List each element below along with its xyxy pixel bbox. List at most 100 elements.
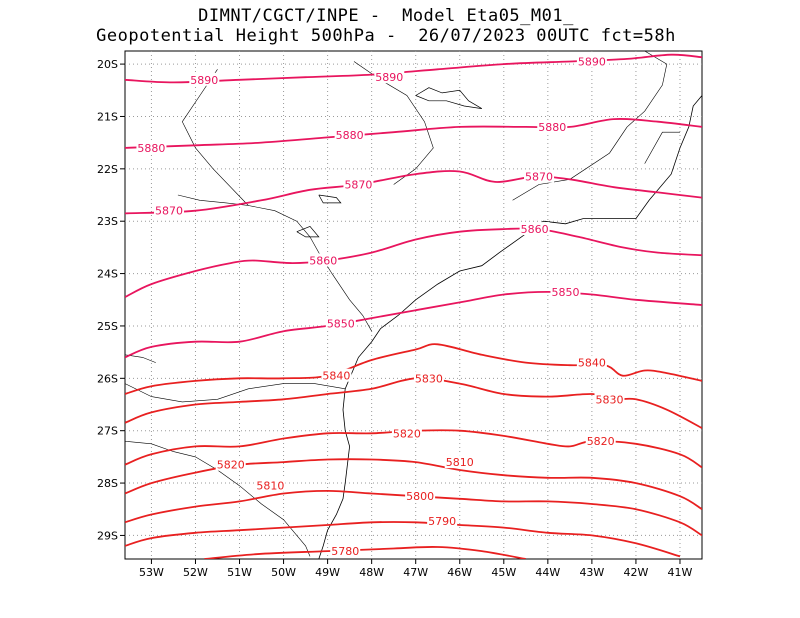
- contour-label: 5860: [521, 223, 549, 236]
- contour-5780: [204, 545, 526, 559]
- state-border: [181, 69, 249, 206]
- contour-5850: [125, 290, 702, 359]
- contour-label-bg: [550, 284, 581, 298]
- contour-lines: [125, 53, 702, 559]
- contour-label-bg: [321, 368, 352, 382]
- contour-label-bg: [427, 513, 458, 527]
- lon-tick-label: 51W: [227, 566, 252, 579]
- contour-label: 5790: [428, 515, 456, 528]
- lon-tick-label: 46W: [447, 566, 472, 579]
- contour-label: 5830: [596, 393, 624, 406]
- contour-label: 5870: [525, 171, 553, 184]
- contour-label: 5870: [344, 179, 372, 192]
- contour-label: 5830: [415, 372, 443, 385]
- contour-label: 5820: [587, 435, 615, 448]
- contour-label-bg: [154, 203, 185, 217]
- chart-title-line1: DIMNT/CGCT/INPE - Model Eta05_M01_: [198, 6, 574, 26]
- state-border: [644, 131, 680, 164]
- contour-label-bg: [524, 169, 555, 183]
- contour-label: 5880: [137, 142, 165, 155]
- lon-tick-label: 41W: [668, 566, 693, 579]
- contour-label-bg: [444, 455, 475, 469]
- contour-label: 5780: [331, 545, 359, 558]
- lon-tick-label: 48W: [359, 566, 384, 579]
- lon-tick-label: 52W: [183, 566, 208, 579]
- contour-label: 5810: [446, 456, 474, 469]
- contour-label: 5880: [336, 129, 364, 142]
- lon-tick-label: 49W: [315, 566, 340, 579]
- contour-label-bg: [576, 355, 607, 369]
- contour-5890: [125, 53, 702, 84]
- lon-tick-label: 43W: [579, 566, 604, 579]
- contour-label-bg: [334, 127, 365, 141]
- lon-tick-label: 47W: [403, 566, 428, 579]
- contour-label: 5860: [309, 254, 337, 267]
- contour-label-bg: [519, 222, 550, 236]
- lon-tick-label: 44W: [535, 566, 560, 579]
- lon-tick-label: 45W: [491, 566, 516, 579]
- contour-5840: [125, 343, 702, 395]
- lat-tick-label: 23S: [97, 215, 118, 228]
- lat-tick-label: 28S: [97, 477, 118, 490]
- lat-tick-label: 24S: [97, 268, 118, 281]
- reservoir: [296, 225, 320, 238]
- lat-tick-label: 20S: [97, 58, 118, 71]
- reservoir: [318, 194, 342, 204]
- contour-label-bg: [594, 392, 625, 406]
- contour-label: 5840: [322, 370, 350, 383]
- state-border: [125, 440, 311, 557]
- reservoir: [415, 87, 482, 109]
- contour-label: 5870: [155, 205, 183, 218]
- contour-label: 5850: [551, 286, 579, 299]
- lat-tick-label: 26S: [97, 372, 118, 385]
- contour-label-bg: [215, 457, 246, 471]
- contour-label-bg: [413, 371, 444, 385]
- lat-tick-label: 22S: [97, 163, 118, 176]
- axis-ticks: 53W 52W 51W 50W 49W 48W 47W 46W 45W 44W 43W 42W 41W 2…: [97, 58, 693, 579]
- coastline: [318, 95, 702, 559]
- contour-label: 5850: [327, 317, 355, 330]
- state-border: [125, 354, 156, 363]
- state-border: [177, 194, 372, 332]
- contour-5810: [125, 458, 702, 510]
- contour-5860: [125, 227, 702, 298]
- contour-label-bg: [189, 72, 220, 86]
- lon-tick-label: 50W: [271, 566, 296, 579]
- contour-5790: [125, 521, 681, 558]
- grid-lines: [125, 51, 702, 559]
- contour-label: 5800: [406, 490, 434, 503]
- contour-labels: 5890 5890 5890 5880 5880 5880 5870 5870 5870 5860…: [136, 54, 625, 558]
- contour-label: 5840: [578, 357, 606, 370]
- state-border: [125, 383, 346, 403]
- contour-label: 5820: [393, 427, 421, 440]
- state-border: [512, 51, 668, 201]
- contour-label-bg: [391, 426, 422, 440]
- contour-label: 5890: [190, 74, 218, 87]
- lat-tick-label: 29S: [97, 529, 118, 542]
- contour-label-bg: [537, 119, 568, 133]
- contour-label-bg: [405, 489, 436, 503]
- contour-label-bg: [136, 140, 167, 154]
- contour-label-bg: [585, 434, 616, 448]
- geography-lines: [125, 51, 702, 559]
- lon-tick-label: 42W: [623, 566, 648, 579]
- contour-label: 5880: [538, 121, 566, 134]
- contour-5870: [125, 170, 702, 215]
- chart-title-line2: Geopotential Height 500hPa - 26/07/2023 …: [96, 26, 676, 46]
- contour-label-bg: [325, 316, 356, 330]
- lat-tick-label: 27S: [97, 425, 118, 438]
- contour-label-bg: [330, 544, 361, 558]
- lon-tick-label: 53W: [139, 566, 164, 579]
- contour-label-bg: [343, 177, 374, 191]
- contour-label: 5810: [256, 480, 284, 493]
- contour-label-bg: [576, 54, 607, 68]
- contour-5880: [125, 118, 702, 149]
- contour-label-bg: [374, 70, 405, 84]
- lat-tick-label: 25S: [97, 320, 118, 333]
- contour-label: 5820: [217, 459, 245, 472]
- contour-label-bg: [308, 253, 339, 267]
- lat-tick-label: 21S: [97, 110, 118, 123]
- contour-label: 5890: [375, 71, 403, 84]
- contour-label: 5890: [578, 55, 606, 68]
